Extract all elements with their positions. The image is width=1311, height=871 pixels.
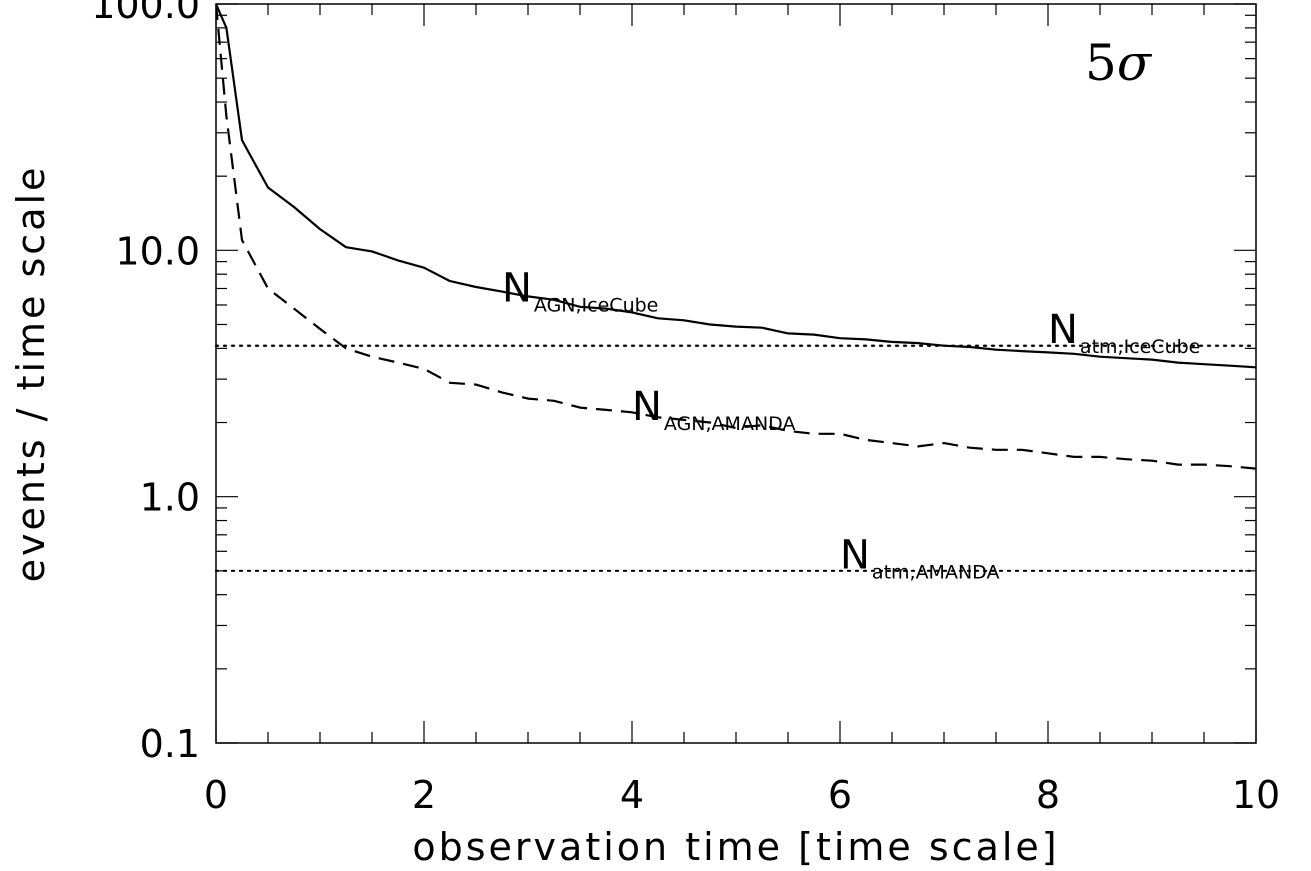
curve-label-main: N [1048, 307, 1078, 353]
corner-label: 5σ [1085, 34, 1153, 92]
curve-label-1: N AGN,IceCube [502, 265, 658, 316]
x-tick-label: 4 [620, 773, 644, 817]
curve-label-subscript: AGN,AMANDA [664, 413, 796, 435]
y-tick-label: 100.0 [91, 0, 200, 27]
curve-label-main: N [502, 265, 532, 311]
curve-label-3: N AGN,AMANDA [632, 384, 795, 435]
x-tick-label: 0 [204, 773, 228, 817]
y-tick-labels: 0.1 1.0 10.0 100.0 [91, 0, 200, 766]
series-line-2 [216, 4, 1256, 470]
corner-label-number: 5 [1085, 34, 1117, 92]
curve-label-main: N [632, 384, 662, 430]
curve-label-subscript: atm,IceCube [1080, 336, 1200, 358]
series-line-1 [216, 4, 1256, 369]
x-tick-labels: 0 2 4 6 8 10 [204, 773, 1280, 817]
y-tick-label: 1.0 [140, 476, 200, 520]
corner-label-symbol: σ [1117, 34, 1153, 92]
minor-ticks [216, 4, 1256, 743]
series-lines [216, 4, 1256, 470]
x-tick-label: 10 [1232, 773, 1280, 817]
curve-label-main: N [840, 533, 870, 579]
x-tick-label: 8 [1036, 773, 1060, 817]
curve-label-subscript: AGN,IceCube [534, 294, 658, 316]
x-tick-label: 2 [412, 773, 436, 817]
y-axis-title: events / time scale [9, 165, 53, 583]
curve-label-subscript: atm,AMANDA [872, 562, 1000, 584]
reference-lines [214, 344, 1258, 572]
y-tick-label: 10.0 [115, 229, 200, 273]
y-tick-label: 0.1 [140, 722, 200, 766]
x-tick-label: 6 [828, 773, 852, 817]
x-axis-title: observation time [time scale] [412, 825, 1059, 869]
